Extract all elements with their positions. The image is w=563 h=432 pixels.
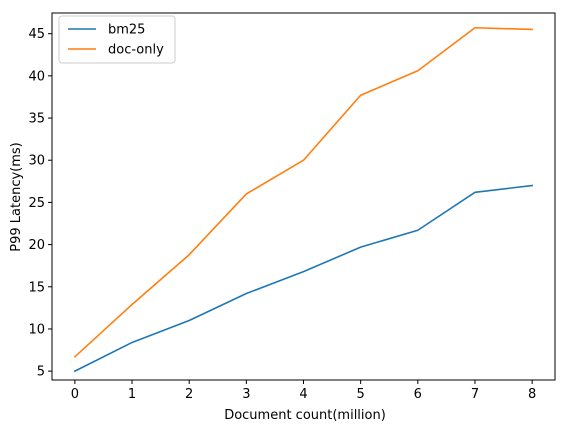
legend-label-bm25: bm25 bbox=[108, 23, 145, 38]
y-tick-label: 40 bbox=[28, 69, 45, 84]
y-axis-ticks: 5 10 15 20 25 30 35 40 45 bbox=[28, 27, 52, 380]
x-axis-ticks: 0 1 2 3 4 5 6 7 8 bbox=[71, 380, 536, 402]
x-tick-label: 5 bbox=[357, 387, 365, 402]
series-line-doc-only bbox=[73, 26, 533, 358]
legend-box bbox=[58, 15, 176, 64]
x-tick-label: 4 bbox=[299, 387, 307, 402]
y-tick-label: 25 bbox=[28, 196, 45, 211]
y-tick-label: 5 bbox=[37, 365, 45, 380]
y-tick-label: 10 bbox=[28, 322, 45, 337]
y-axis-label: P99 Latency(ms) bbox=[9, 142, 24, 251]
x-tick-label: 3 bbox=[242, 387, 250, 402]
x-axis-label: Document count(million) bbox=[224, 408, 386, 423]
y-tick-label: 20 bbox=[28, 238, 45, 253]
series-layer bbox=[73, 26, 534, 373]
x-tick-label: 7 bbox=[471, 387, 479, 402]
x-tick-label: 8 bbox=[528, 387, 536, 402]
y-tick-label: 35 bbox=[28, 112, 45, 127]
legend-label-doc-only: doc-only bbox=[108, 43, 164, 58]
y-tick-label: 15 bbox=[28, 280, 45, 295]
legend: bm25 doc-only bbox=[58, 15, 176, 64]
x-tick-label: 0 bbox=[71, 387, 79, 402]
y-tick-label: 45 bbox=[28, 27, 45, 42]
y-tick-label: 30 bbox=[28, 154, 45, 169]
x-tick-label: 6 bbox=[414, 387, 422, 402]
x-tick-label: 1 bbox=[128, 387, 136, 402]
x-tick-label: 2 bbox=[185, 387, 193, 402]
series-line-bm25 bbox=[73, 184, 534, 373]
